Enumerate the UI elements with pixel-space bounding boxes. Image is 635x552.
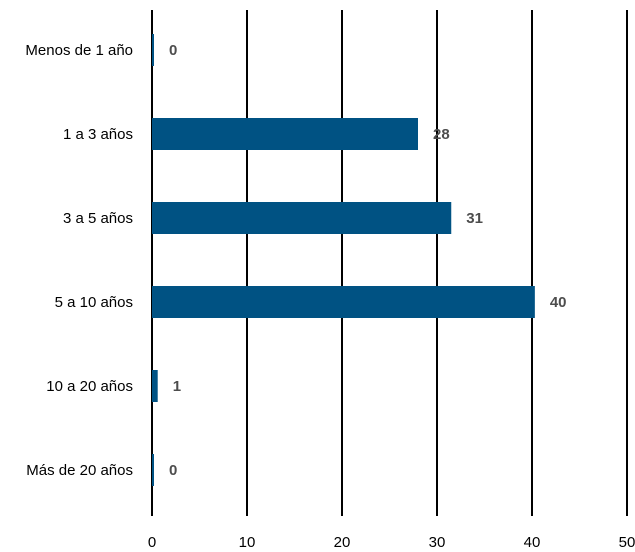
data-label: 0 — [169, 42, 177, 59]
bar — [152, 370, 158, 402]
bar — [152, 202, 452, 234]
bar — [152, 118, 418, 150]
data-label: 40 — [550, 294, 567, 311]
category-label: Menos de 1 año — [25, 42, 133, 59]
bar — [152, 34, 154, 66]
bar — [152, 454, 154, 486]
grid-lines — [151, 10, 628, 516]
x-tick-label: 0 — [148, 534, 156, 551]
data-label: 0 — [169, 462, 177, 479]
x-axis-tick-labels: 0 10 20 30 40 50 — [148, 534, 635, 551]
x-tick-label: 40 — [524, 534, 541, 551]
data-label: 31 — [466, 210, 483, 227]
x-tick-label: 20 — [334, 534, 351, 551]
category-label: 1 a 3 años — [63, 126, 133, 143]
category-label: 10 a 20 años — [46, 378, 133, 395]
data-labels: 0 28 31 40 1 0 — [169, 42, 567, 479]
x-tick-label: 10 — [239, 534, 256, 551]
bars — [152, 34, 535, 486]
bar — [152, 286, 535, 318]
x-tick-label: 30 — [429, 534, 446, 551]
x-tick-label: 50 — [619, 534, 635, 551]
category-labels: Menos de 1 año 1 a 3 años 3 a 5 años 5 a 10… — [25, 42, 133, 479]
data-label: 1 — [173, 378, 181, 395]
category-label: 5 a 10 años — [55, 294, 133, 311]
data-label: 28 — [433, 126, 450, 143]
category-label: 3 a 5 años — [63, 210, 133, 227]
category-label: Más de 20 años — [26, 462, 133, 479]
